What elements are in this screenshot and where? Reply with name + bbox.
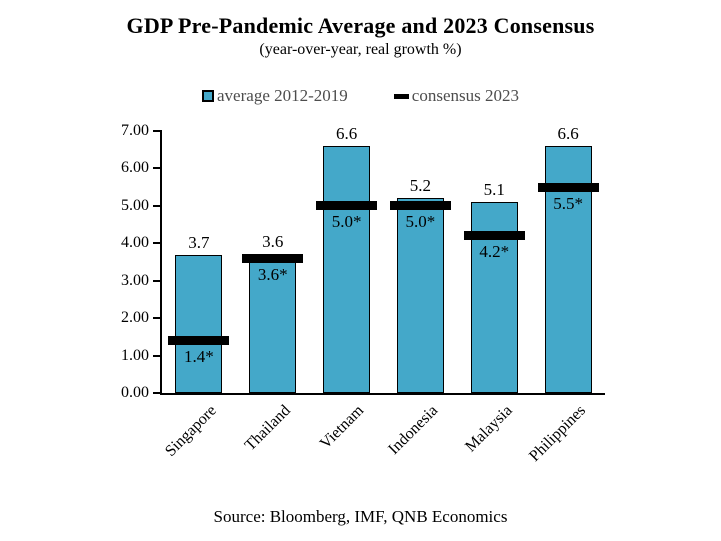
consensus-value-label-vietnam: 5.0* [331,212,362,232]
y-tick-label: 0.00 [121,384,149,401]
consensus-marker-indonesia [389,201,451,211]
category-label-malaysia: Malaysia [461,402,516,456]
bar-value-label-indonesia: 5.2 [409,176,432,196]
y-axis-tick [153,167,162,170]
y-axis-tick [153,317,162,320]
consensus-value-label-thailand: 3.6* [257,264,288,284]
legend-item-consensus: consensus 2023 [393,86,519,106]
chart-subtitle: (year-over-year, real growth %) [259,41,462,58]
y-axis-tick [153,204,162,207]
y-tick-label: 3.00 [121,271,149,289]
bar-thailand [249,258,297,393]
y-axis-tick [153,130,162,132]
consensus-marker-thailand [242,253,304,263]
category-label-thailand: Thailand [241,402,294,455]
y-tick-label: 7.00 [121,122,149,139]
category-label-philippines: Philippines [526,402,590,465]
consensus-marker-vietnam [316,201,378,211]
axis-frame [160,131,605,395]
y-axis-tick [153,354,162,357]
consensus-series-dash-icon [393,93,409,99]
consensus-marker-malaysia [463,231,525,241]
legend-consensus-label: consensus 2023 [411,86,519,105]
bar-value-label-vietnam: 6.6 [335,123,358,143]
chart-title: GDP Pre-Pandemic Average and 2023 Consen… [126,13,595,38]
bar-singapore [175,254,223,393]
source-note: Source: Bloomberg, IMF, QNB Economics [213,507,508,526]
bar-vietnam [323,145,371,393]
consensus-value-label-philippines: 5.5* [553,193,583,213]
y-axis-tick [153,392,162,394]
category-label-vietnam: Vietnam [317,402,368,453]
consensus-marker-singapore [168,336,230,346]
average-series-swatch-icon [202,90,215,102]
category-label-singapore: Singapore [162,402,220,460]
category-label-indonesia: Indonesia [385,402,442,459]
consensus-marker-philippines [537,182,599,192]
y-axis-tick [153,242,162,245]
bar-indonesia [396,198,444,393]
bar-value-label-malaysia: 5.1 [483,180,505,200]
y-tick-label: 2.00 [121,309,149,327]
legend: average 2012-2019 consensus 2023 [0,86,721,106]
consensus-value-label-malaysia: 4.2* [479,242,510,262]
bar-value-label-singapore: 3.7 [188,232,210,252]
bar-value-label-philippines: 6.6 [557,123,579,143]
legend-average-label: average 2012-2019 [217,86,348,105]
y-tick-label: 5.00 [121,196,149,214]
y-tick-label: 6.00 [121,159,149,177]
consensus-value-label-singapore: 1.4* [184,347,214,367]
legend-item-average: average 2012-2019 [202,86,348,106]
y-tick-label: 1.00 [121,346,149,364]
y-axis-tick [153,279,162,282]
bar-value-label-thailand: 3.6 [262,231,284,251]
consensus-value-label-indonesia: 5.0* [405,212,436,232]
y-tick-label: 4.00 [121,234,149,252]
